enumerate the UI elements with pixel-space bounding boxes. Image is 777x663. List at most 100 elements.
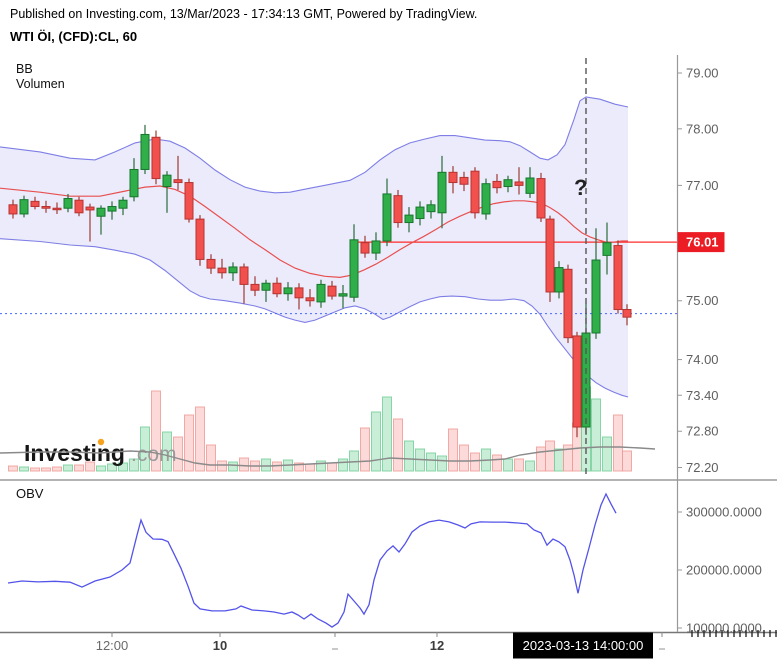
volume-bar [206, 444, 216, 472]
volume-bar [591, 398, 601, 472]
volume-bar [239, 457, 249, 472]
volume-bar [8, 465, 18, 472]
volume-bar [96, 465, 106, 472]
price-tick-label: 73.40 [686, 388, 719, 403]
watermark-suffix: .com [131, 443, 177, 466]
last-price-badge-label: 76.01 [686, 235, 719, 250]
candle [107, 206, 117, 212]
volume-bar [371, 411, 381, 472]
volume-bar [52, 466, 62, 472]
candle [206, 258, 216, 269]
volume-bar [228, 461, 238, 472]
candle [481, 183, 491, 215]
price-tick-label: 79.00 [686, 66, 719, 81]
candle [426, 204, 436, 213]
candle [195, 218, 205, 260]
candle [459, 176, 469, 185]
candle [316, 283, 326, 303]
candle [118, 199, 128, 209]
volume-bar [492, 454, 502, 472]
volume-bar [393, 418, 403, 472]
volume-bar [503, 458, 513, 472]
volume-bar [30, 467, 40, 472]
volume-bar [85, 461, 95, 472]
candle [151, 136, 161, 180]
bollinger-lower-line [0, 238, 629, 398]
candle [393, 195, 403, 224]
candle [184, 182, 194, 220]
volume-bar [426, 452, 436, 472]
candle [382, 193, 392, 242]
volume-bar [107, 463, 117, 472]
volume-bar [261, 458, 271, 472]
question-mark-annotation[interactable]: ? [574, 175, 588, 200]
volume-bar [74, 464, 84, 472]
candle [525, 177, 535, 194]
price-tick-label: 72.80 [686, 424, 719, 439]
indicator-label-obv[interactable]: OBV [16, 486, 44, 501]
published-line: Published on Investing.com, 13/Mar/2023 … [10, 7, 478, 21]
candle [41, 206, 51, 209]
volume-ma-line [0, 446, 656, 467]
candle [470, 170, 480, 214]
volume-bar [19, 466, 29, 472]
candle [613, 245, 623, 311]
price-tick-label: 74.00 [686, 352, 719, 367]
candle [338, 293, 348, 297]
candle [217, 267, 227, 274]
volume-bar [448, 428, 458, 472]
indicator-label-bb[interactable]: BB [16, 62, 33, 76]
candle [554, 267, 564, 293]
volume-bar [613, 414, 623, 472]
candle [239, 266, 249, 285]
volume-bar [294, 462, 304, 472]
obv-tick-label: 200000.0000 [686, 563, 762, 578]
volume-bar [602, 436, 612, 472]
last-price-badge [677, 232, 725, 253]
bollinger-upper-line [0, 96, 629, 194]
candle [228, 266, 238, 274]
volume-bar [41, 467, 51, 472]
candle [563, 268, 573, 339]
volume-bar [525, 460, 535, 472]
indicator-label-volume[interactable]: Volumen [16, 77, 65, 91]
candle [591, 259, 601, 334]
volume-bar [536, 446, 546, 472]
price-tick-label: 75.00 [686, 293, 719, 308]
candle [173, 179, 183, 184]
volume-bar [554, 448, 564, 472]
volume-bar [129, 458, 139, 472]
volume-bar [622, 450, 632, 472]
candle [437, 171, 447, 214]
faint-time-mark [332, 648, 338, 650]
volume-bar [545, 440, 555, 472]
candle [360, 242, 370, 254]
time-label: 12 [430, 638, 444, 653]
candle [349, 239, 359, 298]
instrument-title: WTI ÖI, (CFD):CL, 60 [10, 29, 138, 44]
candle [327, 285, 337, 297]
volume-bar [404, 440, 414, 472]
volume-bar [217, 460, 227, 472]
candle [19, 199, 29, 215]
candle [283, 287, 293, 295]
volume-bar [63, 464, 73, 472]
volume-bar [327, 462, 337, 472]
candle [85, 206, 95, 211]
candle [52, 207, 62, 211]
candle [514, 181, 524, 186]
volume-bar [338, 458, 348, 472]
volume-bar [184, 414, 194, 472]
price-tick-label: 72.20 [686, 460, 719, 475]
price-tick-label: 77.00 [686, 178, 719, 193]
candle [415, 206, 425, 220]
volume-bar [195, 406, 205, 472]
time-label: 10 [213, 638, 227, 653]
candle [294, 287, 304, 299]
time-label: 12:00 [96, 638, 129, 653]
candle [404, 214, 414, 224]
candle [448, 171, 458, 184]
candle [503, 179, 513, 188]
candle [96, 207, 106, 217]
